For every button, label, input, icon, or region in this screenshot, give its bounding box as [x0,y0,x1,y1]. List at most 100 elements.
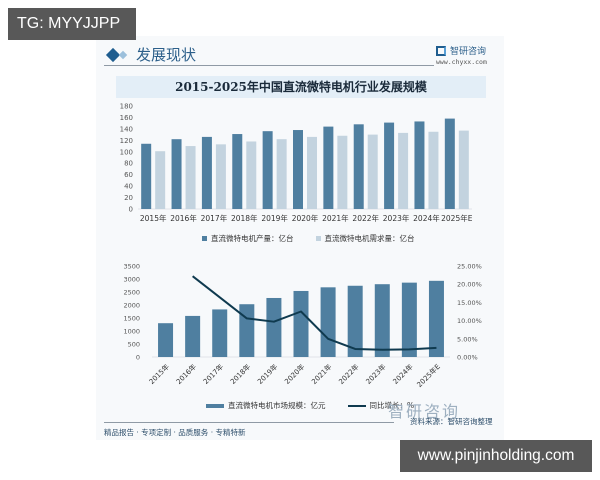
section-title: 发展现状 [136,46,197,64]
y-left-tick-label: 500 [128,341,140,349]
bar-demand [307,136,317,209]
bar-demand [398,132,409,209]
y-tick-label: 0 [129,206,133,214]
footer-logo-watermark: 智研咨询 [388,402,461,421]
bar-demand [185,146,196,209]
bar-demand [276,139,287,209]
bar-production [262,131,273,209]
diamond-accent-icon [118,50,128,59]
tg-watermark-label: TG: MYYJJPP [8,8,136,40]
bar-production [384,122,395,209]
bar-production [353,124,364,209]
y-left-tick-label: 0 [136,354,140,362]
chart-title: 2015-2025年中国直流微特电机行业发展规模 [116,76,486,98]
legend-swatch-production [202,236,207,241]
x-tick-label: 2019年 [261,213,288,223]
bar-market-size [212,309,228,357]
x-tick-label: 2016年 [170,213,197,223]
bar-market-size [239,304,255,357]
header-divider [104,65,434,66]
x-tick-label: 2025年E [441,213,473,223]
y-right-tick-label: 20.00% [457,281,482,289]
x-tick-label: 2021年 [310,362,334,386]
legend-item-market-size: 直流微特电机市场规模：亿元 [206,400,326,411]
y-tick-label: 140 [120,125,133,133]
y-right-tick-label: 10.00% [457,317,482,325]
x-tick-label: 2024年 [391,362,415,386]
legend-item-production: 直流微特电机产量：亿台 [202,233,294,244]
bar-production [444,118,455,209]
bar-demand [215,144,226,209]
bar-market-size [374,284,390,357]
bar-demand [458,130,469,209]
x-tick-label: 2018年 [228,362,252,386]
line-yoy-growth [192,275,437,351]
x-tick-label: 2015年 [147,362,171,386]
y-left-tick-label: 1000 [123,328,140,336]
bar-production [293,130,303,209]
x-tick-label: 2015年 [140,213,167,223]
x-tick-label: 2025年E [415,362,442,389]
bar-demand [246,141,257,209]
market-size-combo-chart: 0 500 1000 1500 2000 2500 3000 3500 0.00% 5.00% 10… [123,263,482,390]
chart1-legend: 直流微特电机产量：亿台 直流微特电机需求量：亿台 [202,233,415,244]
y-tick-label: 160 [120,114,133,122]
legend-swatch-market-size [206,403,224,408]
y-right-tick-label: 5.00% [457,335,478,343]
y-tick-label: 20 [124,194,133,202]
brand-block: 智研咨询 www.chyxx.com [436,44,487,66]
bar-production [232,134,243,209]
x-tick-label: 2017年 [201,362,225,386]
bar-production [141,143,152,209]
x-tick-label: 2022年 [352,213,379,223]
footer-tagline: 精品报告 · 专项定制 · 品质服务 · 专精特新 [104,428,246,437]
bar-demand [428,131,439,209]
legend-swatch-demand [315,236,321,241]
footer-source: 资料来源：智研咨询整理 [410,417,493,426]
x-tick-label: 2020年 [292,213,319,223]
bar-demand [367,134,378,209]
legend-label-market-size: 直流微特电机市场规模：亿元 [228,401,326,410]
report-card [96,36,504,440]
y-left-tick-label: 1500 [123,315,140,323]
legend-label-demand: 直流微特电机需求量：亿台 [324,234,415,243]
bar-production [201,136,212,209]
y-right-tick-label: 15.00% [457,299,482,307]
legend-item-yoy-growth: 同比增长：% [347,400,414,411]
x-tick-label: 2017年 [201,213,228,223]
bar-market-size [185,315,201,357]
bar-market-size [158,323,174,357]
bar-market-size [347,285,363,357]
x-tick-label: 2020年 [282,362,306,386]
legend-swatch-yoy-growth [347,404,366,407]
y-left-tick-label: 2000 [123,302,140,310]
y-tick-label: 180 [120,103,133,111]
bar-market-size [266,297,282,357]
y-left-tick-label: 2500 [123,289,140,297]
bar-market-size [428,280,444,357]
x-tick-label: 2021年 [322,213,349,223]
legend-item-demand: 直流微特电机需求量：亿台 [315,233,415,244]
y-right-tick-label: 25.00% [457,263,482,271]
site-watermark-label: www.pinjinholding.com [400,440,592,472]
bar-production [323,126,334,209]
y-tick-label: 60 [124,171,133,179]
bar-market-size [293,290,309,357]
x-tick-label: 2023年 [364,362,388,386]
bar-production [171,139,182,209]
legend-label-production: 直流微特电机产量：亿台 [211,234,294,243]
brand-name: 智研咨询 [450,47,487,57]
brand-url: www.chyxx.com [436,58,487,66]
x-tick-label: 2019年 [255,362,279,386]
y-left-tick-label: 3000 [123,276,140,284]
brand-logo-icon [436,45,446,56]
y-tick-label: 80 [124,160,133,168]
y-left-tick-label: 3500 [123,263,140,271]
x-tick-label: 2016年 [174,362,198,386]
x-tick-label: 2024年 [413,213,440,223]
section-header: 发展现状 [104,44,196,65]
y-right-tick-label: 0.00% [457,354,478,362]
x-tick-label: 2023年 [383,213,410,223]
x-tick-label: 2022年 [337,362,361,386]
